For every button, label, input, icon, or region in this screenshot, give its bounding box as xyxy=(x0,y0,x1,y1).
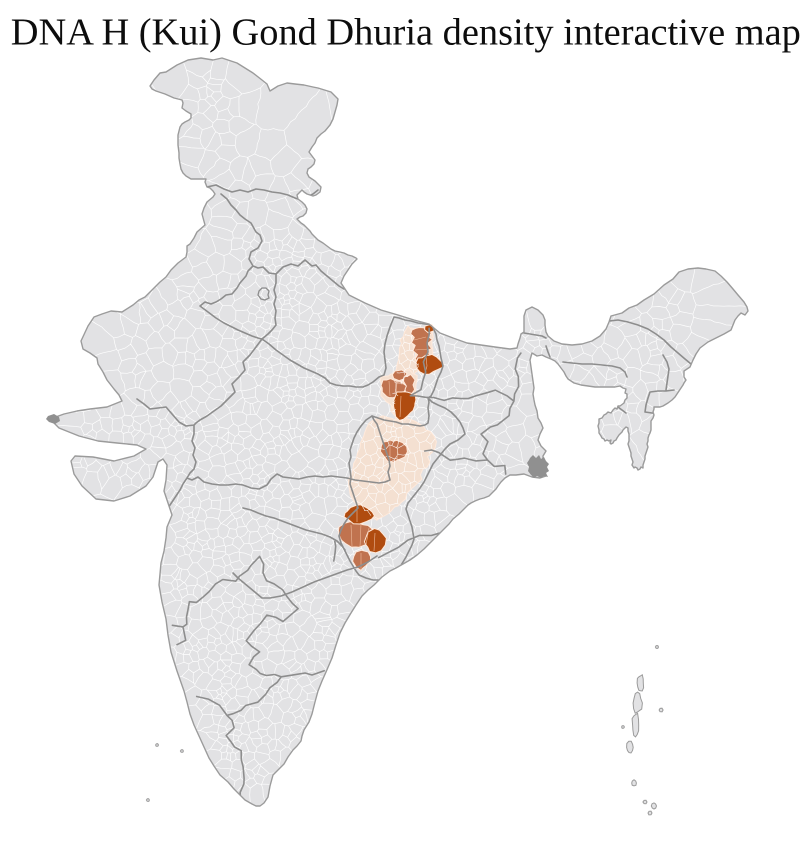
svg-text:DNA H (Kui) Gond Dhuria densit: DNA H (Kui) Gond Dhuria density interact… xyxy=(11,11,801,53)
